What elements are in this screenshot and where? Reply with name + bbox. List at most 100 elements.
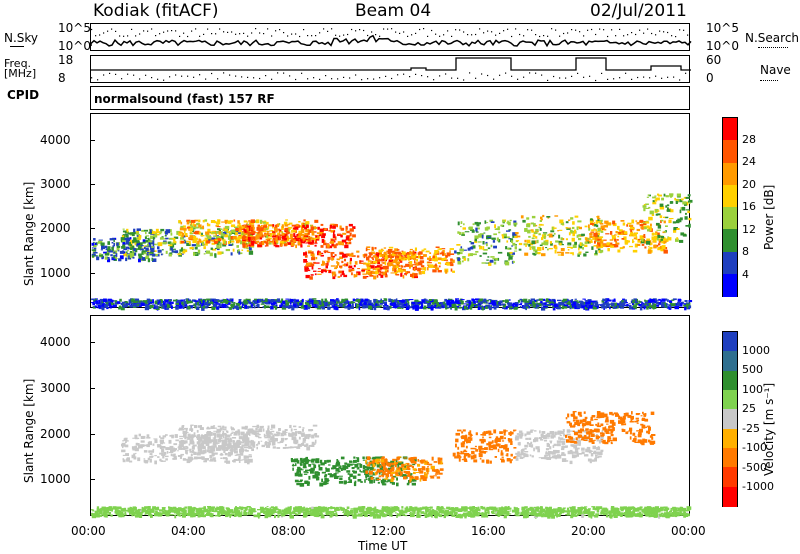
nave-point (181, 75, 183, 77)
echo-cell (271, 430, 275, 433)
echo-cell (292, 432, 298, 436)
echo-cell (308, 229, 312, 233)
nave-point (295, 78, 297, 81)
echo-cell (125, 251, 128, 254)
echo-cell (611, 235, 616, 237)
echo-cell (362, 275, 367, 279)
nsearch-point (239, 33, 241, 35)
echo-cell (311, 434, 315, 439)
nave-point (595, 79, 597, 82)
echo-cell (334, 254, 337, 257)
echo-cell (242, 231, 246, 233)
echo-cell (659, 203, 664, 207)
echo-cell (289, 237, 293, 240)
echo-cell (116, 301, 120, 304)
echo-cell (236, 440, 240, 445)
echo-cell (152, 299, 154, 303)
echo-cell (412, 479, 417, 482)
echo-cell (513, 222, 518, 225)
echo-cell (443, 259, 448, 261)
echo-cell (596, 224, 599, 228)
echo-cell (676, 199, 679, 201)
echo-cell (518, 303, 522, 306)
echo-cell (439, 252, 443, 255)
echo-cell (412, 463, 416, 466)
echo-cell (373, 260, 378, 264)
echo-cell (538, 226, 541, 229)
echo-cell (317, 472, 320, 476)
echo-cell (651, 213, 655, 216)
echo-cell (547, 248, 549, 251)
echo-cell (338, 468, 342, 470)
echo-cell (322, 233, 326, 236)
echo-cell (97, 240, 103, 244)
nave-point (265, 75, 267, 77)
echo-cell (219, 244, 222, 249)
nsearch-point (99, 34, 101, 36)
echo-cell (314, 306, 319, 308)
echo-cell (276, 236, 280, 241)
echo-cell (194, 219, 199, 222)
echo-cell (293, 227, 296, 230)
echo-cell (220, 235, 224, 240)
echo-cell (457, 253, 460, 256)
echo-cell (214, 298, 216, 302)
nave-point (619, 77, 621, 79)
echo-cell (679, 239, 684, 243)
echo-cell (380, 252, 382, 255)
echo-cell (353, 472, 357, 474)
echo-cell (137, 457, 141, 462)
nsearch-point (155, 35, 157, 37)
range-tick-label: 1000 (40, 265, 71, 280)
echo-cell (209, 252, 213, 257)
echo-cell (383, 298, 387, 300)
echo-cell (159, 233, 162, 235)
echo-cell (362, 306, 366, 309)
echo-cell (383, 251, 387, 256)
nsearch-point (339, 35, 341, 37)
echo-cell (649, 298, 651, 302)
echo-cell (648, 305, 653, 308)
nave-point (445, 73, 447, 75)
echo-cell (213, 221, 217, 224)
echo-cell (328, 301, 330, 305)
echo-cell (533, 299, 537, 303)
echo-cell (368, 477, 372, 481)
echo-cell (148, 242, 151, 245)
echo-cell (200, 434, 205, 438)
echo-cell (399, 305, 404, 307)
echo-cell (631, 301, 635, 304)
echo-cell (305, 434, 310, 436)
echo-cell (131, 245, 134, 248)
echo-cell (346, 235, 350, 238)
nsearch-point (463, 31, 465, 33)
echo-cell (577, 301, 581, 303)
echo-cell (319, 482, 324, 487)
echo-cell (283, 243, 287, 247)
echo-cell (279, 234, 284, 236)
echo-cell (378, 273, 381, 276)
echo-cell (372, 456, 377, 460)
echo-cell (312, 443, 316, 445)
echo-cell (207, 447, 211, 449)
echo-cell (476, 222, 481, 225)
echo-cell (167, 300, 171, 304)
echo-cell (151, 304, 156, 306)
echo-cell (193, 451, 197, 455)
echo-cell (244, 441, 249, 445)
echo-cell (264, 240, 267, 244)
echo-cell (419, 256, 424, 260)
echo-cell (220, 301, 224, 304)
echo-cell (630, 229, 633, 233)
echo-cell (443, 253, 446, 256)
echo-cell (213, 460, 217, 462)
echo-cell (178, 444, 182, 447)
echo-cell (572, 254, 575, 256)
nsearch-point (399, 32, 401, 34)
nsearch-point (419, 28, 421, 31)
echo-cell (172, 457, 176, 460)
echo-cell (656, 229, 661, 231)
echo-cell (207, 233, 210, 237)
echo-cell (473, 301, 476, 304)
echo-cell (622, 302, 625, 304)
